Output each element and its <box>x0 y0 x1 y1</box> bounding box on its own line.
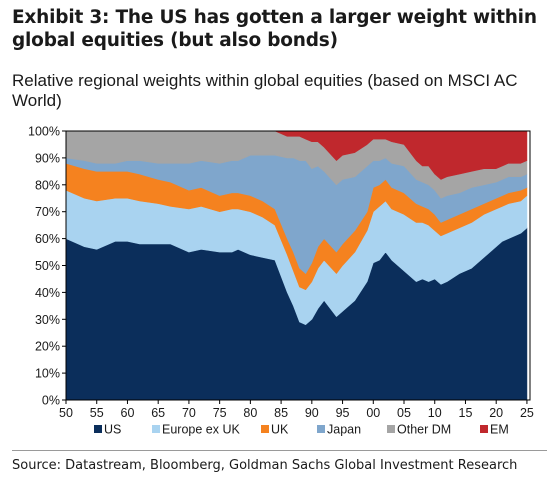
legend-swatch <box>94 425 102 433</box>
x-tick-label: 85 <box>274 406 288 420</box>
stacked-areas <box>65 130 528 401</box>
legend-label: UK <box>271 423 289 437</box>
legend-swatch <box>480 425 488 433</box>
legend-swatch <box>152 425 160 433</box>
legend-label: EM <box>490 423 509 437</box>
chart-subtitle: Relative regional weights within global … <box>12 71 518 110</box>
legend-swatch <box>317 425 325 433</box>
x-tick-label: 20 <box>489 406 503 420</box>
x-tick-label: 50 <box>59 406 73 420</box>
y-tick-label: 70% <box>35 205 60 219</box>
legend-item: US <box>94 423 121 437</box>
x-tick-label: 65 <box>151 406 165 420</box>
y-tick-label: 0% <box>42 394 60 408</box>
x-tick-label: 10 <box>428 406 442 420</box>
legend-label: US <box>104 423 121 437</box>
legend-item: UK <box>261 423 289 437</box>
y-tick-label: 100% <box>28 125 60 139</box>
y-tick-label: 80% <box>35 178 60 192</box>
legend-item: Europe ex UK <box>152 423 240 437</box>
legend-swatch <box>261 425 269 433</box>
axes: 0% 10% 20% 30% 40% 50% 60% 70% 80% 90% 100% 50 55 60 6… <box>28 125 534 421</box>
x-tick-label: 15 <box>459 406 473 420</box>
legend-swatch <box>387 425 395 433</box>
x-tick-label: 90 <box>305 406 319 420</box>
legend-label: Europe ex UK <box>162 423 240 437</box>
x-tick-label: 80 <box>243 406 257 420</box>
y-tick-label: 90% <box>35 151 60 165</box>
x-tick-label: 75 <box>213 406 227 420</box>
x-tick-label: 70 <box>182 406 196 420</box>
x-tick-label: 00 <box>366 406 380 420</box>
x-tick-label: 55 <box>90 406 104 420</box>
source-note: Source: Datastream, Bloomberg, Goldman S… <box>12 458 518 473</box>
y-tick-label: 60% <box>35 232 60 246</box>
x-tick-label: 60 <box>121 406 135 420</box>
y-tick-label: 10% <box>35 367 60 381</box>
legend-item: Other DM <box>387 423 451 437</box>
y-tick-label: 20% <box>35 340 60 354</box>
y-tick-label: 30% <box>35 313 60 327</box>
y-tick-label: 50% <box>35 259 60 273</box>
legend-item: Japan <box>317 423 361 437</box>
y-tick-label: 40% <box>35 286 60 300</box>
legend-label: Other DM <box>397 423 451 437</box>
x-tick-label: 05 <box>397 406 411 420</box>
chart-title: Exhibit 3: The US has gotten a larger we… <box>12 7 537 51</box>
legend-label: Japan <box>327 423 361 437</box>
legend-item: EM <box>480 423 509 437</box>
divider <box>12 450 547 451</box>
x-tick-label: 95 <box>336 406 350 420</box>
x-tick-label: 25 <box>520 406 534 420</box>
legend: US Europe ex UK UK Japan Other DM EM <box>94 423 509 437</box>
